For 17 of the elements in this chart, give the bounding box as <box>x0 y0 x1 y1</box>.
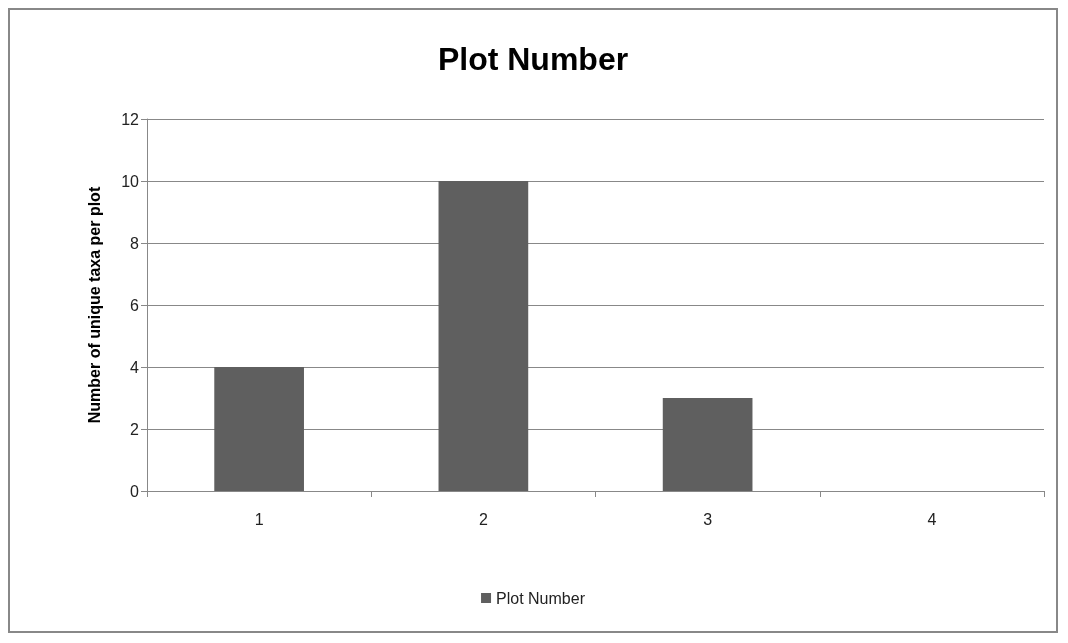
y-tick-label: 8 <box>130 234 140 252</box>
y-tick-label: 12 <box>121 110 140 128</box>
legend-label: Plot Number <box>496 589 586 607</box>
y-tick-label: 0 <box>130 482 140 500</box>
x-tick-label: 4 <box>927 510 937 528</box>
y-axis-title: Number of unique taxa per plot <box>85 186 103 424</box>
x-tick-label: 1 <box>254 510 264 528</box>
x-tick-label: 2 <box>478 510 488 528</box>
y-tick-label: 10 <box>121 172 140 190</box>
y-tick-label: 2 <box>130 420 140 438</box>
y-tick-label: 6 <box>130 296 140 314</box>
y-tick-label: 4 <box>130 358 140 376</box>
bar <box>438 181 529 491</box>
chart-title: Plot Number <box>437 41 629 77</box>
x-tick-label: 3 <box>703 510 713 528</box>
bar <box>662 398 753 491</box>
bar <box>214 367 304 491</box>
